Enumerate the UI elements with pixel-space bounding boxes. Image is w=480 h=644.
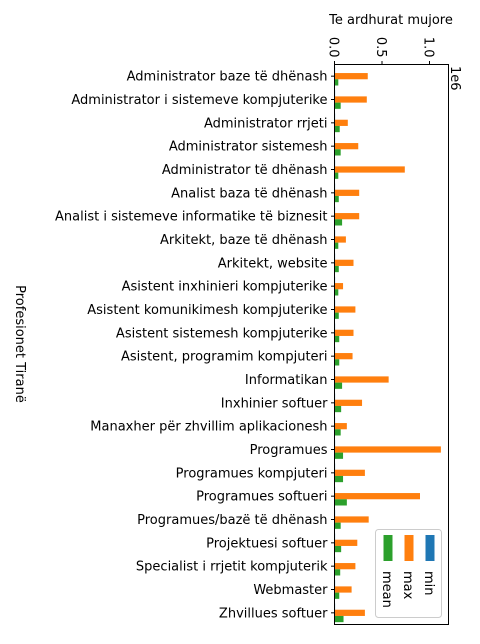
bar-max [334, 353, 353, 360]
bar-mean [334, 569, 341, 576]
x-ticks: 0.0 0.5 1.0 [326, 37, 436, 65]
bar-mean [334, 452, 344, 459]
x-tick-label: 1.0 [421, 37, 436, 58]
y-tick-label: Asistent inxhinieri kompjuterike [122, 280, 328, 295]
bar-mean [334, 475, 344, 483]
bar-mean [334, 429, 341, 436]
y-tick-label: Manaxher për zhvillim aplikacionesh [90, 420, 327, 435]
bars-layer [334, 66, 441, 623]
y-tick-label: Programues/bazë të dhënash [137, 513, 327, 528]
bar-mean [334, 615, 344, 623]
bar-max [334, 96, 367, 103]
legend-swatch-mean [383, 535, 393, 561]
bar-max [334, 399, 363, 406]
y-tick-label: Programues [250, 443, 328, 458]
bar-mean [334, 172, 339, 179]
bar-mean [334, 195, 339, 203]
bar-mean [334, 265, 339, 273]
x-offset-text: 1e6 [447, 66, 462, 91]
bar-max [334, 539, 358, 546]
y-tick-label: Arkitekt, baze të dhënash [160, 233, 327, 248]
bar-mean [334, 79, 339, 86]
bar-mean [334, 242, 339, 249]
y-tick-label: Administrator i sistemeve kompjuterike [71, 93, 327, 108]
bar-max [334, 259, 354, 266]
y-tick-label: Arkitekt, website [218, 256, 328, 271]
legend-label-max: max [400, 571, 415, 600]
y-tick-label: Administrator baze të dhënash [127, 70, 328, 85]
bar-max [334, 306, 356, 313]
bar-max [334, 446, 441, 453]
legend-label-mean: mean [379, 571, 394, 608]
bar-mean [334, 359, 340, 366]
y-tick-label: Webmaster [253, 583, 328, 598]
y-tick-label: Asistent sistemesh kompjuterike [116, 326, 328, 341]
bar-mean [334, 522, 341, 529]
y-ticks: Administrator baze të dhënash Administrat… [55, 70, 335, 621]
bar-mean [334, 125, 340, 133]
y-tick-label: Programues kompjuteri [176, 466, 328, 481]
bar-mean [334, 335, 340, 343]
y-tick-label: Analist baza të dhënash [171, 186, 327, 201]
legend-swatch-max [404, 535, 414, 561]
bar-mean [334, 592, 340, 599]
y-tick-label: Specialist i rrjetit kompjuterik [136, 560, 328, 575]
bar-mean [334, 312, 339, 319]
bar-max [334, 73, 368, 80]
bar-max [334, 329, 354, 336]
legend-label-min: min [421, 571, 436, 596]
bar-max [334, 563, 356, 570]
plot-frame [334, 64, 449, 625]
y-tick-label: Administrator rrjeti [204, 116, 328, 131]
bar-max [334, 283, 344, 290]
bar-mean [334, 545, 342, 553]
y-tick-label: Administrator sistemesh [169, 140, 328, 155]
y-tick-label: Asistent komunikimesh kompjuterike [87, 303, 327, 318]
y-tick-label: Programues softueri [196, 490, 327, 505]
bar-max [334, 189, 360, 196]
bar-max [334, 469, 365, 476]
bar-max [334, 236, 346, 243]
bar-max [334, 423, 347, 430]
bar-max [334, 516, 369, 523]
bar-max [334, 609, 365, 616]
bar-max [334, 119, 348, 126]
x-tick-label: 0.5 [373, 37, 388, 58]
bar-mean [334, 382, 343, 389]
bar-mean [334, 405, 342, 413]
y-tick-label: Informatikan [245, 373, 328, 388]
legend-swatch-min [425, 535, 435, 561]
y-tick-label: Projektuesi softuer [206, 536, 328, 551]
y-tick-label: Asistent, programim kompjuteri [121, 350, 327, 365]
x-tick-label: 0.0 [326, 37, 341, 58]
bar-max [334, 376, 389, 383]
bar-mean [334, 219, 343, 226]
y-axis-label: Profesionet Tiranë [12, 285, 27, 403]
bar-max [334, 143, 359, 150]
y-tick-label: Administrator të dhënash [162, 163, 328, 178]
bar-max [334, 213, 360, 220]
y-tick-label: Zhvillues softuer [219, 606, 328, 621]
bar-mean [334, 499, 347, 506]
bar-mean [334, 102, 341, 109]
bar-max [334, 493, 420, 500]
x-axis-label: Te ardhurat mujore [328, 13, 453, 28]
bar-max [334, 166, 405, 173]
bar-max [334, 586, 352, 593]
y-tick-label: Analist i sistemeve informatike të bizne… [55, 210, 327, 225]
y-tick-label: Inxhinier softuer [221, 396, 328, 411]
bar-mean [334, 289, 339, 296]
bar-mean [334, 149, 341, 156]
